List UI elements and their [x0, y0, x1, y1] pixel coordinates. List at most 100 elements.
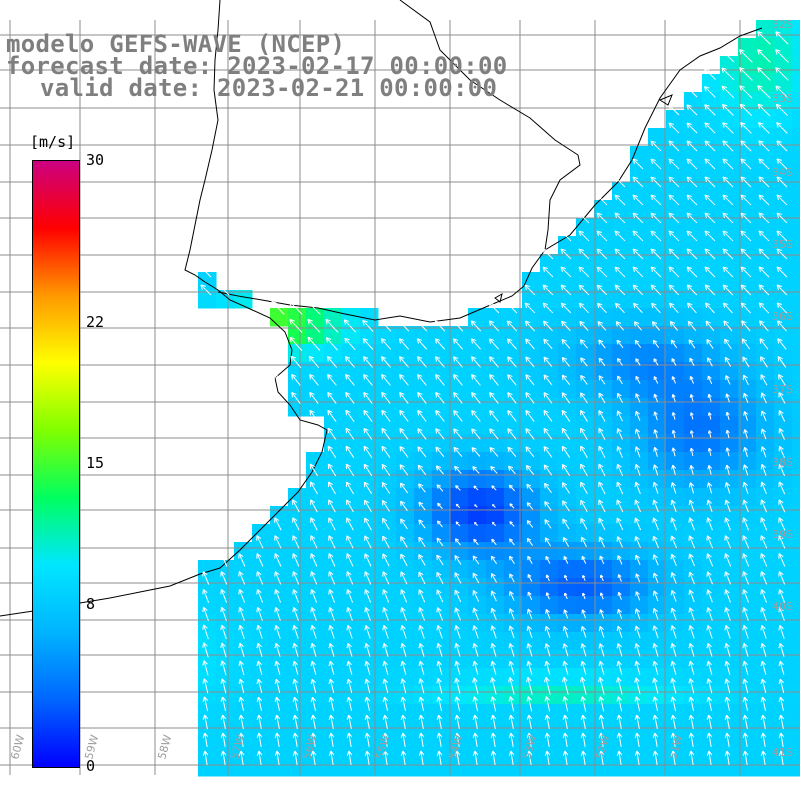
speed-cell: [288, 740, 307, 759]
speed-cell: [594, 380, 613, 399]
speed-cell: [216, 722, 235, 741]
speed-cell: [648, 398, 667, 417]
speed-cell: [486, 380, 505, 399]
speed-cell: [576, 758, 595, 777]
speed-cell: [576, 722, 595, 741]
lat-label: 36S: [772, 310, 793, 323]
speed-cell: [414, 434, 433, 453]
speed-cell: [720, 740, 739, 759]
speed-cell: [738, 344, 757, 363]
speed-cell: [774, 344, 793, 363]
speed-cell: [612, 740, 631, 759]
speed-cell: [270, 308, 289, 327]
speed-cell: [792, 344, 800, 363]
speed-cell: [630, 326, 649, 345]
speed-cell: [666, 218, 685, 237]
speed-cell: [666, 398, 685, 417]
wind-arrow: [704, 176, 716, 188]
speed-cell: [648, 272, 667, 291]
speed-cell: [756, 92, 775, 111]
speed-cell: [738, 758, 757, 777]
wind-arrow: [632, 248, 644, 260]
speed-cell: [468, 488, 487, 507]
speed-cell: [756, 38, 775, 57]
speed-cell: [792, 416, 800, 435]
speed-cell: [432, 506, 451, 525]
speed-cell: [612, 200, 631, 219]
wind-arrow: [686, 158, 698, 170]
speed-cell: [684, 704, 703, 723]
speed-cell: [396, 470, 415, 489]
speed-cell: [360, 704, 379, 723]
speed-cell: [630, 380, 649, 399]
speed-cell: [774, 668, 793, 687]
speed-cell: [648, 758, 667, 777]
speed-cell: [450, 740, 469, 759]
wind-arrow: [775, 49, 789, 63]
speed-cell: [486, 308, 505, 327]
wind-arrow: [632, 194, 644, 206]
speed-cell: [594, 632, 613, 651]
wind-arrow: [668, 176, 680, 188]
speed-cell: [414, 452, 433, 471]
speed-cell: [666, 200, 685, 219]
speed-cell: [702, 308, 721, 327]
speed-cell: [540, 560, 559, 579]
speed-cell: [360, 686, 379, 705]
lon-label: 60W: [8, 733, 27, 761]
wind-arrow: [721, 49, 735, 63]
speed-cell: [432, 488, 451, 507]
speed-cell: [540, 632, 559, 651]
speed-cell: [522, 470, 541, 489]
speed-cell: [432, 380, 451, 399]
speed-cell: [378, 704, 397, 723]
speed-cell: [486, 632, 505, 651]
speed-cell: [450, 686, 469, 705]
speed-cell: [612, 254, 631, 273]
wind-arrow: [722, 230, 734, 242]
speed-cell: [774, 182, 793, 201]
colorbar-tick-0: 0: [86, 757, 96, 775]
speed-cell: [504, 506, 523, 525]
speed-cell: [486, 596, 505, 615]
speed-cell: [324, 704, 343, 723]
speed-cell: [576, 578, 595, 597]
speed-cell: [306, 632, 325, 651]
speed-cell: [702, 452, 721, 471]
wind-arrow: [560, 266, 572, 278]
wind-arrow: [596, 248, 608, 260]
speed-cell: [702, 362, 721, 381]
speed-cell: [756, 704, 775, 723]
speed-cell: [630, 362, 649, 381]
speed-cell: [414, 614, 433, 633]
speed-cell: [522, 290, 541, 309]
speed-cell: [738, 290, 757, 309]
speed-cell: [450, 452, 469, 471]
wind-arrow: [614, 212, 626, 224]
speed-cell: [288, 758, 307, 777]
speed-cell: [792, 614, 800, 633]
speed-cell: [504, 758, 523, 777]
speed-cell: [792, 650, 800, 669]
speed-cell: [756, 128, 775, 147]
speed-cell: [774, 272, 793, 291]
wind-arrow: [686, 230, 698, 242]
wind-arrow: [776, 230, 788, 242]
speed-cell: [468, 686, 487, 705]
speed-cell: [342, 596, 361, 615]
speed-cell: [216, 668, 235, 687]
speed-cell: [666, 560, 685, 579]
wind-arrow: [704, 248, 716, 260]
speed-cell: [702, 416, 721, 435]
speed-cell: [468, 632, 487, 651]
wind-arrow: [775, 31, 789, 45]
speed-cell: [522, 542, 541, 561]
wind-arrow: [758, 212, 770, 224]
speed-cell: [738, 236, 757, 255]
speed-cell: [378, 326, 397, 345]
wind-arrow: [524, 284, 536, 296]
speed-cell: [792, 686, 800, 705]
speed-cell: [684, 218, 703, 237]
speed-cell: [594, 722, 613, 741]
speed-cell: [702, 92, 721, 111]
